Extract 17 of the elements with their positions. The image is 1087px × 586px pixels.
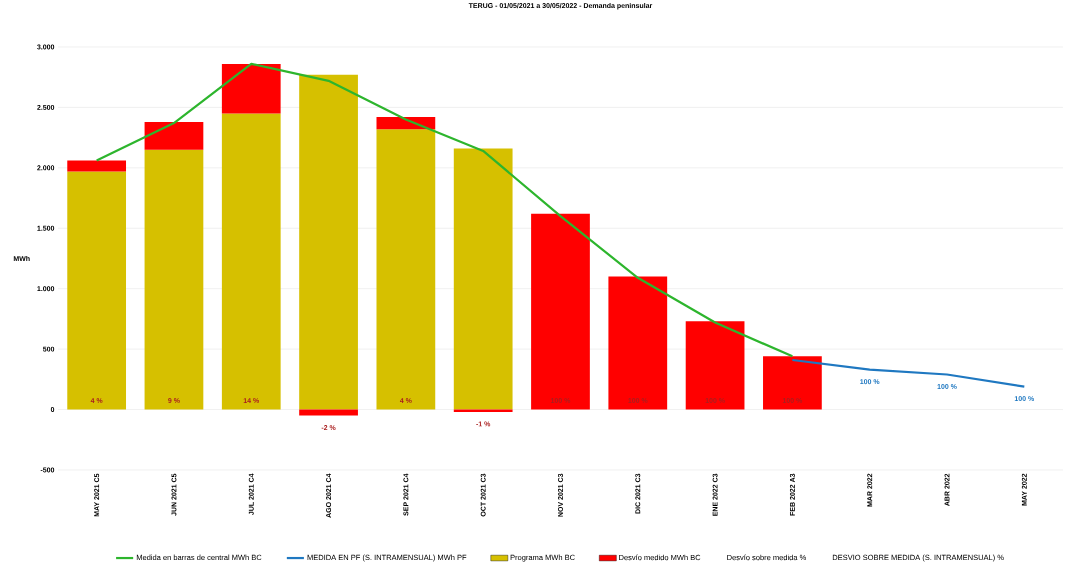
line-series <box>95 62 794 358</box>
bar <box>685 321 745 410</box>
bar <box>144 121 204 150</box>
bar <box>67 171 127 410</box>
line-series <box>791 358 1026 388</box>
bar <box>453 148 513 410</box>
bar <box>299 409 358 416</box>
bar <box>299 74 358 410</box>
bar <box>531 213 590 410</box>
bar <box>67 160 127 172</box>
bar <box>376 117 436 130</box>
bar <box>376 129 436 410</box>
bar <box>221 113 281 410</box>
bar <box>608 276 668 410</box>
bar <box>144 149 204 410</box>
bar <box>221 63 281 114</box>
bar <box>763 356 822 410</box>
